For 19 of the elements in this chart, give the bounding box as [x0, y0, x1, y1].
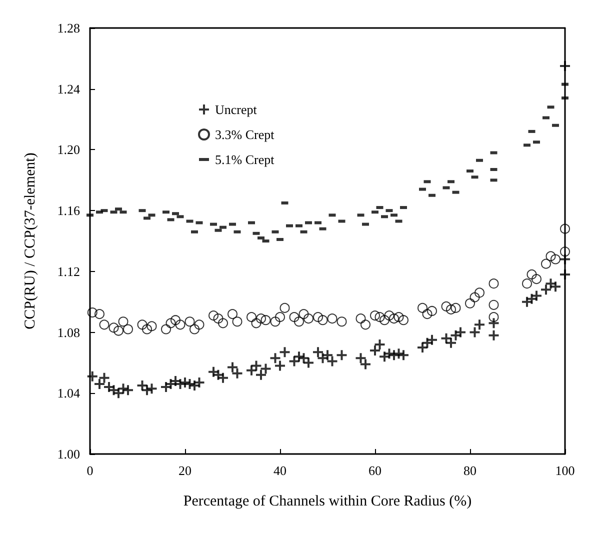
- y-tick-label: 1.24: [57, 81, 80, 96]
- x-tick-label: 80: [464, 463, 476, 478]
- y-tick-label: 1.16: [57, 203, 80, 218]
- x-tick-label: 40: [274, 463, 286, 478]
- legend-label: Uncrept: [215, 102, 258, 117]
- y-tick-label: 1.04: [57, 386, 80, 401]
- y-axis-title: CCP(RU) / CCP(37-element): [22, 152, 38, 330]
- y-tick-label: 1.20: [57, 142, 80, 158]
- x-tick-label: 0: [86, 463, 94, 478]
- legend-label: 5.1% Crept: [215, 152, 275, 167]
- y-tick-label: 1.00: [57, 446, 80, 462]
- y-tick-label: 1.12: [57, 264, 80, 279]
- x-tick-label: 100: [555, 463, 575, 478]
- legend-label: 3.3% Crept: [215, 127, 275, 142]
- y-tick-label: 1.08: [57, 324, 80, 340]
- x-tick-label: 60: [368, 463, 382, 478]
- x-tick-label: 20: [178, 463, 192, 478]
- y-tick-label: 1.28: [57, 20, 80, 36]
- x-axis-title: Percentage of Channels within Core Radius (%): [183, 494, 472, 510]
